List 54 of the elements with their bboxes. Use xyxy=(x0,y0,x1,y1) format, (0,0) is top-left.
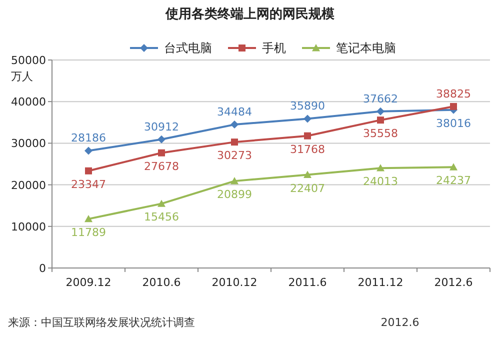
y-tick-label: 50000 xyxy=(11,54,46,67)
data-label: 27678 xyxy=(144,160,179,173)
point xyxy=(84,146,92,155)
chart-title: 使用各类终端上网的网民规模 xyxy=(164,7,334,22)
data-label: 30273 xyxy=(217,149,252,162)
legend-label: 台式电脑 xyxy=(164,41,212,55)
point xyxy=(304,114,312,123)
point xyxy=(450,102,457,110)
point xyxy=(376,164,384,172)
data-label: 38825 xyxy=(436,87,471,100)
data-label: 35558 xyxy=(363,127,398,140)
data-label: 20899 xyxy=(217,188,252,202)
point xyxy=(376,107,384,116)
point xyxy=(158,149,165,156)
point xyxy=(304,132,311,140)
y-tick-label: 10000 xyxy=(11,220,46,234)
legend-label: 手机 xyxy=(262,41,286,55)
point xyxy=(158,200,166,207)
y-axis-title: 万人 xyxy=(11,70,33,83)
data-label: 34484 xyxy=(217,106,252,119)
source-note: 来源：中国互联网络发展状况统计调查 xyxy=(8,316,195,329)
text: 2012.6 xyxy=(380,316,420,329)
y-tick-label: 0 xyxy=(39,262,46,275)
data-label: 15456 xyxy=(144,210,179,224)
x-tick-label: 2010.12 xyxy=(212,276,258,289)
point xyxy=(304,170,312,178)
data-label: 23347 xyxy=(71,178,106,191)
point xyxy=(85,167,92,174)
data-label: 22407 xyxy=(290,182,325,195)
x-tick-label: 2011.12 xyxy=(358,276,404,289)
x-tick-label: 2010.6 xyxy=(142,276,181,289)
point xyxy=(450,163,458,170)
x-tick-label: 2012.6 xyxy=(434,276,473,289)
x-tick-label: 2009.12 xyxy=(66,276,112,289)
data-label: 11789 xyxy=(71,226,106,239)
y-tick-label: 30000 xyxy=(11,137,46,150)
point xyxy=(230,120,238,129)
point xyxy=(84,214,92,222)
data-label: 35890 xyxy=(290,100,325,113)
data-label: 24013 xyxy=(363,175,398,188)
y-tick-label: 40000 xyxy=(11,96,46,109)
x-tick-label: 2011.6 xyxy=(288,276,327,289)
point xyxy=(230,177,238,184)
data-label: 24237 xyxy=(436,174,471,188)
data-label: 38016 xyxy=(436,116,471,130)
data-label: 37662 xyxy=(363,92,398,106)
data-label: 28186 xyxy=(71,132,106,145)
y-tick-label: 20000 xyxy=(11,178,46,192)
data-label: 31768 xyxy=(290,142,325,156)
point xyxy=(377,116,384,124)
data-label: 30912 xyxy=(144,120,179,134)
point xyxy=(231,138,238,146)
point xyxy=(158,135,166,144)
legend-label: 笔记本电脑 xyxy=(336,41,396,55)
